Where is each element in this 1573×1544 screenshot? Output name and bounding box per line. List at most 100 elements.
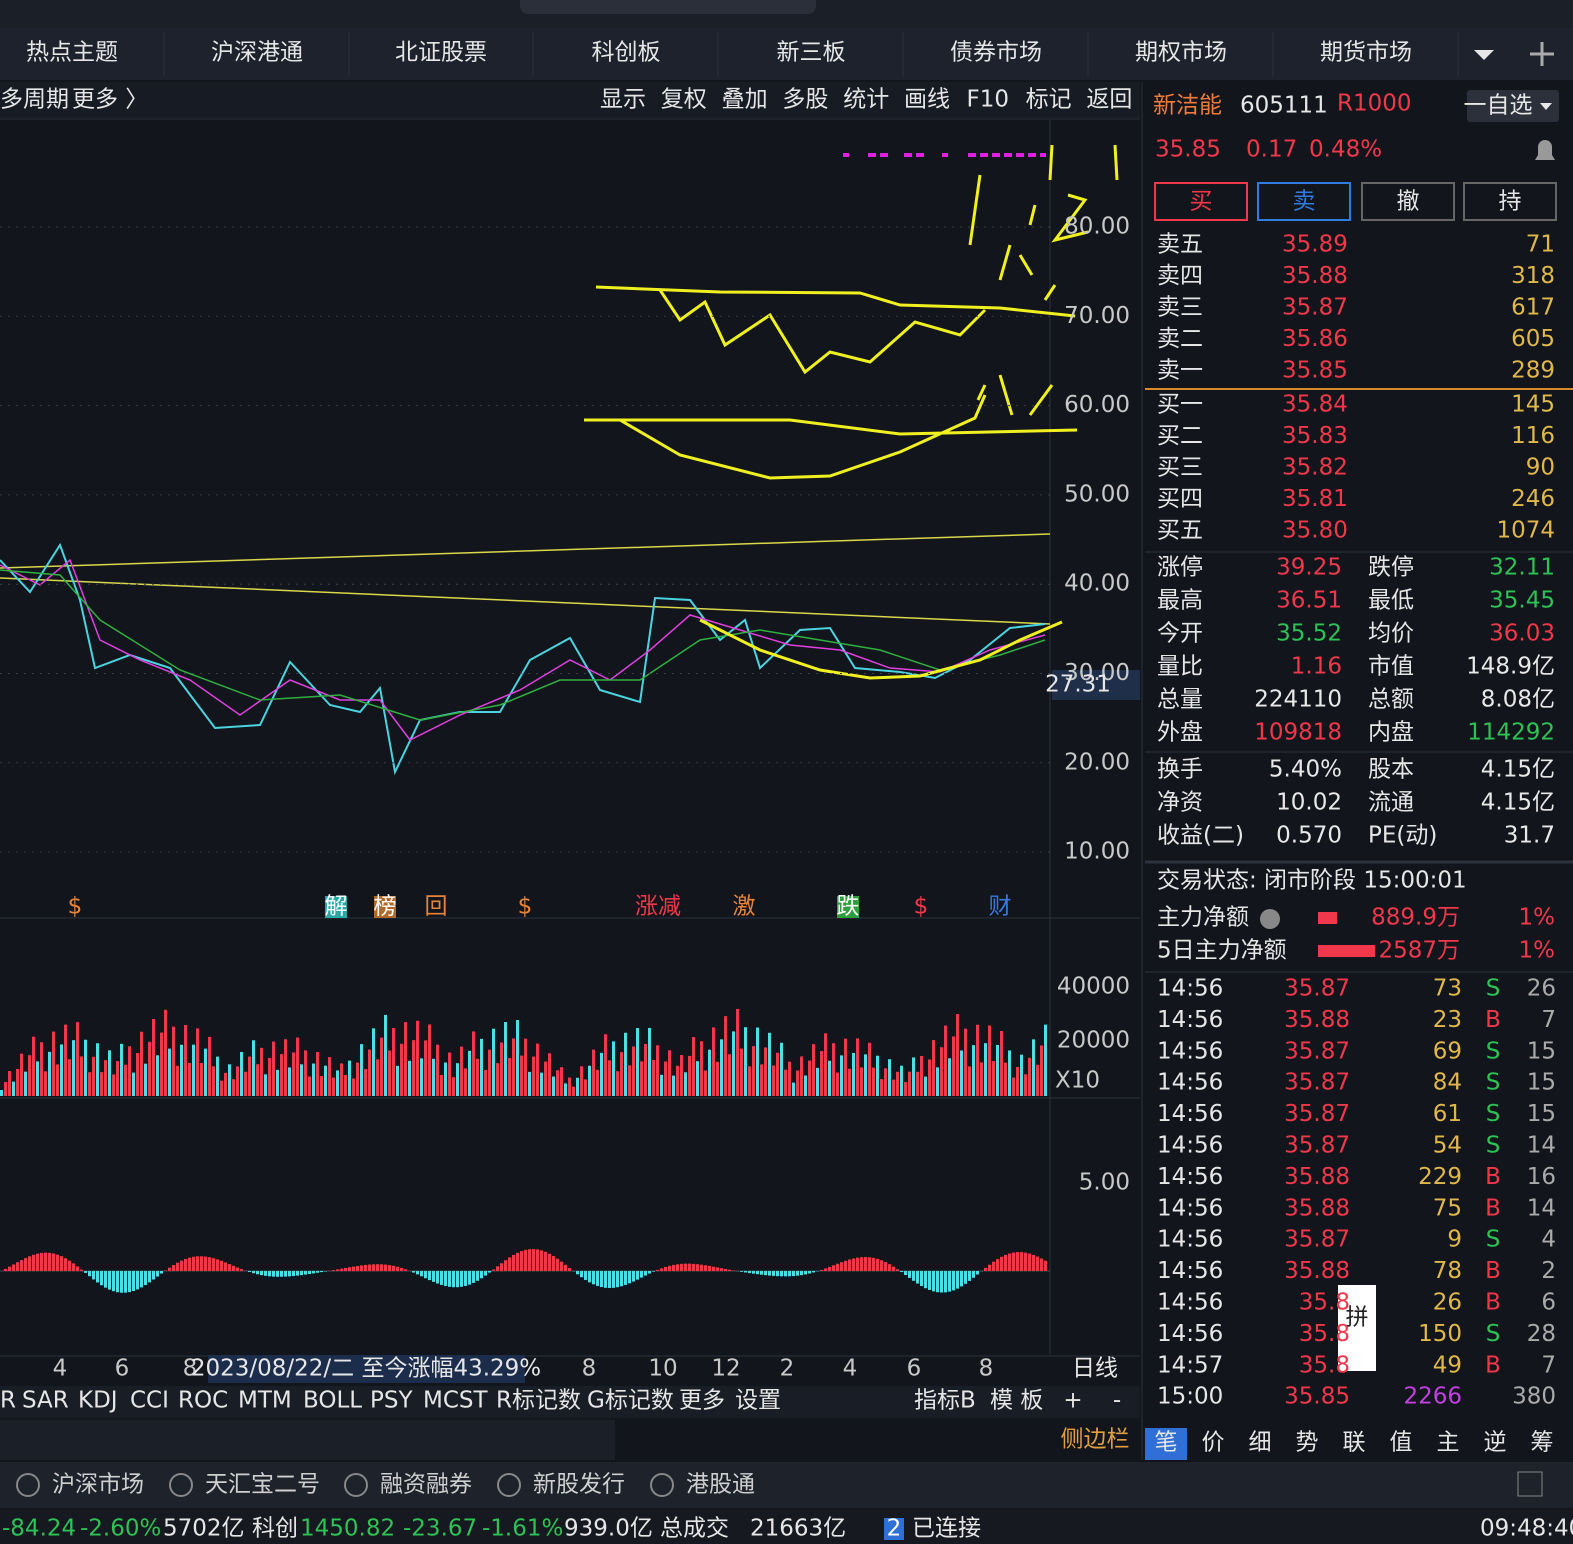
- tick-side: S: [1486, 1227, 1501, 1253]
- bell-icon[interactable]: [1535, 140, 1555, 160]
- event-marker[interactable]: $: [914, 894, 929, 920]
- sidebar-button[interactable]: 侧边栏: [1061, 1427, 1130, 1453]
- detail-tab[interactable]: 联: [1343, 1430, 1366, 1456]
- indicator-tool[interactable]: 模 板: [990, 1388, 1043, 1414]
- indicator-tab[interactable]: CCI: [130, 1388, 169, 1414]
- toolbar-button[interactable]: 画线: [904, 87, 950, 113]
- expand-icon[interactable]: [1517, 1471, 1543, 1497]
- trade-button[interactable]: 撤: [1397, 189, 1420, 215]
- indicator-tab[interactable]: MCST: [423, 1388, 489, 1414]
- top-tab[interactable]: 新三板: [777, 40, 846, 66]
- macd-bar: [348, 1267, 351, 1271]
- detail-tab[interactable]: 筹: [1531, 1430, 1554, 1456]
- volume-bar: [924, 1076, 927, 1096]
- macd-bar: [724, 1268, 727, 1271]
- nav-item[interactable]: 融资融券: [380, 1472, 472, 1498]
- indicator-tab[interactable]: R: [0, 1388, 16, 1414]
- info-icon[interactable]: [1260, 909, 1280, 929]
- top-tab[interactable]: 沪深港通: [211, 40, 303, 66]
- nav-item[interactable]: 港股通: [686, 1472, 755, 1498]
- indicator-tab[interactable]: ROC: [178, 1388, 228, 1414]
- top-tab[interactable]: 债券市场: [950, 40, 1042, 66]
- watchlist-button[interactable]: [1467, 90, 1559, 122]
- indicator-tab[interactable]: 设置: [735, 1388, 781, 1414]
- event-marker[interactable]: 涨减: [635, 894, 681, 920]
- volume-bar: [632, 1046, 635, 1096]
- volume-bar: [656, 1045, 659, 1096]
- dropdown-arrow[interactable]: [1474, 50, 1494, 60]
- event-marker[interactable]: 回: [425, 894, 448, 920]
- detail-tab[interactable]: 笔: [1155, 1430, 1178, 1456]
- indicator-tab[interactable]: 更多: [679, 1388, 725, 1414]
- period-button[interactable]: 多周期: [0, 87, 69, 113]
- volume-bar: [364, 1069, 367, 1096]
- ime-popup[interactable]: [1338, 1285, 1376, 1371]
- search-box[interactable]: [520, 0, 816, 14]
- macd-bar: [400, 1267, 403, 1271]
- indicator-tab[interactable]: G标记数: [587, 1388, 674, 1414]
- indicator-tool[interactable]: 指标B: [914, 1388, 976, 1414]
- nav-item[interactable]: 天汇宝二号: [205, 1472, 320, 1498]
- volume-bar: [252, 1040, 255, 1096]
- indicator-tab[interactable]: SAR: [22, 1388, 69, 1414]
- top-tab[interactable]: 北证股票: [395, 40, 487, 66]
- indicator-tab[interactable]: MTM: [238, 1388, 292, 1414]
- toolbar-button[interactable]: 多股: [782, 87, 828, 113]
- event-marker[interactable]: 跌: [837, 894, 860, 920]
- toolbar-button[interactable]: 统计: [843, 87, 889, 113]
- toolbar-button[interactable]: 标记: [1026, 87, 1072, 113]
- indicator-tab[interactable]: R标记数: [496, 1388, 581, 1414]
- detail-tab[interactable]: 逆: [1484, 1430, 1507, 1456]
- toolbar-button[interactable]: 叠加: [722, 87, 768, 113]
- hold-button[interactable]: [1463, 182, 1557, 221]
- toolbar-button[interactable]: F10: [967, 87, 1010, 113]
- indicator-tool[interactable]: +: [1063, 1388, 1082, 1414]
- event-marker[interactable]: 激: [733, 894, 756, 920]
- macd-bar: [868, 1257, 871, 1271]
- top-tab[interactable]: 期权市场: [1135, 40, 1227, 66]
- top-tab[interactable]: 科创板: [592, 40, 661, 66]
- volume-bar: [804, 1075, 807, 1096]
- event-marker[interactable]: $: [518, 894, 533, 920]
- trade-button[interactable]: 买: [1190, 189, 1213, 215]
- event-marker[interactable]: $: [68, 894, 83, 920]
- more-button[interactable]: 更多 〉: [72, 87, 148, 113]
- detail-tab[interactable]: 值: [1390, 1430, 1413, 1456]
- top-tab[interactable]: 期货市场: [1320, 40, 1412, 66]
- stat-label: 内盘: [1368, 720, 1414, 746]
- watchlist-label[interactable]: 一自选: [1464, 93, 1533, 119]
- nav-item[interactable]: 沪深市场: [52, 1472, 144, 1498]
- trade-button[interactable]: 持: [1499, 189, 1522, 215]
- book-level: 买五: [1157, 518, 1203, 544]
- macd-bar: [424, 1271, 427, 1279]
- add-icon[interactable]: [1530, 42, 1554, 66]
- cancel-button[interactable]: [1361, 182, 1455, 221]
- event-marker[interactable]: 财: [989, 894, 1012, 920]
- buy-button[interactable]: [1154, 182, 1248, 221]
- trade-button[interactable]: 卖: [1293, 189, 1316, 215]
- tick-count: 15: [1527, 1038, 1556, 1064]
- macd-bar: [376, 1264, 379, 1271]
- indicator-tab[interactable]: PSY: [370, 1388, 413, 1414]
- stat-label: 股本: [1368, 757, 1414, 783]
- nav-item[interactable]: 新股发行: [533, 1472, 625, 1498]
- book-level: 卖五: [1157, 232, 1203, 258]
- detail-tab[interactable]: 势: [1296, 1430, 1319, 1456]
- macd-bar: [64, 1258, 67, 1271]
- indicator-tab[interactable]: KDJ: [78, 1388, 118, 1414]
- indicator-tool[interactable]: -: [1113, 1388, 1121, 1414]
- event-marker[interactable]: 解: [325, 894, 348, 920]
- sell-button[interactable]: [1257, 182, 1351, 221]
- ime-candidate[interactable]: 拼: [1346, 1305, 1369, 1331]
- toolbar-button[interactable]: 显示: [600, 87, 646, 113]
- indicator-tab[interactable]: BOLL: [303, 1388, 362, 1414]
- detail-tab[interactable]: 价: [1202, 1430, 1225, 1456]
- toolbar-button[interactable]: 复权: [661, 87, 707, 113]
- volume-bar: [200, 1062, 203, 1096]
- detail-tab[interactable]: 主: [1437, 1430, 1460, 1456]
- event-marker[interactable]: 榜: [374, 894, 397, 920]
- macd-bar: [1012, 1252, 1015, 1271]
- toolbar-button[interactable]: 返回: [1086, 87, 1132, 113]
- detail-tab[interactable]: 细: [1249, 1430, 1272, 1456]
- top-tab[interactable]: 热点主题: [26, 40, 118, 66]
